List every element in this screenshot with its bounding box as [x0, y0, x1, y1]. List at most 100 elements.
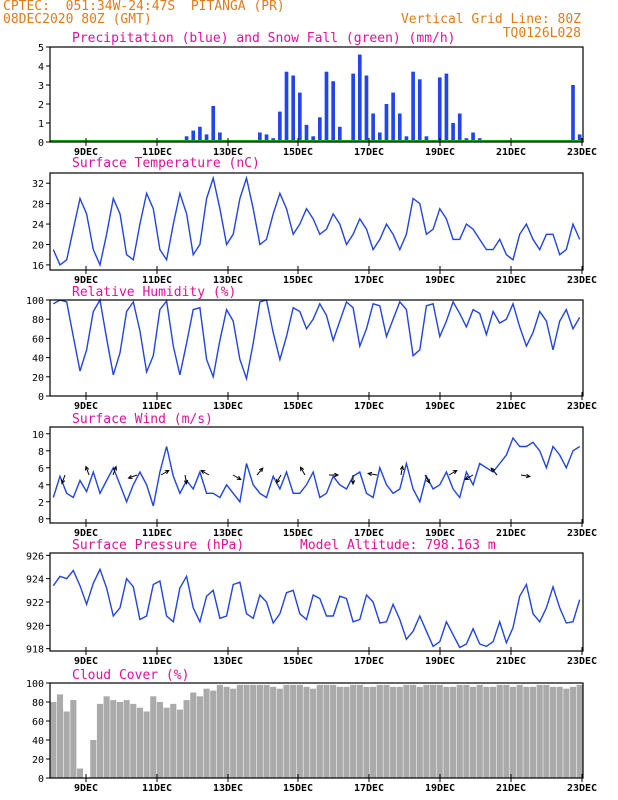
- wind-arrow-head: [127, 474, 133, 479]
- cloud-cover-bar: [556, 686, 563, 778]
- humidity-ytick-label: 80: [32, 315, 44, 326]
- cloud-cover-bar: [496, 684, 503, 778]
- precipitation-bar: [264, 134, 269, 142]
- cloud-cover-bar: [270, 686, 277, 778]
- precipitation-bar: [258, 132, 262, 142]
- cloud-cover-xtick-label: 17DEC: [354, 783, 384, 794]
- cloud-cover-bar: [463, 684, 470, 778]
- cloud-cover-xtick-label: 13DEC: [213, 783, 243, 794]
- cloud-cover-xtick-label: 9DEC: [74, 783, 98, 794]
- cloud-cover-bar: [523, 686, 530, 778]
- cloud-cover-bar: [483, 686, 490, 778]
- cloud-cover-bar: [90, 740, 97, 778]
- temperature-xtick-label: 15DEC: [283, 275, 313, 286]
- precipitation-ytick-label: 0: [38, 138, 44, 149]
- cloud-cover-bar: [236, 684, 243, 778]
- wind-xtick-label: 11DEC: [142, 528, 172, 539]
- panel-wind: Surface Wind (m/s) 0 2 4 6 8 10 9DEC 11DEC 13DEC 1…: [32, 412, 597, 539]
- precipitation-ytick-label: 3: [38, 81, 44, 92]
- humidity-xtick-label: 21DEC: [496, 401, 526, 412]
- cloud-cover-bar: [250, 684, 257, 778]
- pressure-xtick-label: 17DEC: [354, 656, 384, 667]
- wind-arrow: [160, 470, 170, 476]
- temperature-title: Surface Temperature (nC): [72, 156, 260, 171]
- humidity-ytick-label: 100: [26, 296, 44, 307]
- cloud-cover-bar: [163, 707, 170, 778]
- wind-arrow: [368, 472, 378, 476]
- wind-ytick-label: 10: [32, 430, 44, 441]
- precipitation-bar: [384, 104, 389, 142]
- wind-title: Surface Wind (m/s): [72, 412, 213, 427]
- precipitation-bar: [337, 126, 342, 142]
- precipitation-bar: [291, 75, 296, 142]
- wind-arrow-head: [525, 473, 531, 479]
- cloud-cover-bar: [376, 684, 383, 778]
- precipitation-bar: [417, 79, 422, 142]
- cloud-cover-bar: [70, 700, 77, 778]
- wind-arrow: [200, 470, 210, 476]
- cloud-cover-xtick-label: 19DEC: [425, 783, 455, 794]
- cloud-cover-bar: [470, 686, 477, 778]
- cloud-cover-bar: [110, 700, 117, 778]
- cloud-cover-bar: [303, 686, 310, 778]
- header-location: CPTEC: 051:34W-24:47S PITANGA (PR): [3, 0, 285, 14]
- humidity-xtick-label: 11DEC: [142, 401, 172, 412]
- wind-xtick-label: 15DEC: [283, 528, 313, 539]
- cloud-cover-bar: [383, 684, 390, 778]
- precipitation-bar: [571, 85, 575, 142]
- cloud-cover-bar: [283, 684, 290, 778]
- temperature-ytick-label: 32: [32, 179, 44, 190]
- wind-arrow-head: [112, 465, 117, 471]
- cloud-cover-ytick-label: 80: [32, 698, 44, 709]
- cloud-cover-bar: [103, 696, 110, 778]
- pressure-ytick-label: 918: [26, 645, 44, 656]
- cloud-cover-xtick-label: 21DEC: [496, 783, 526, 794]
- wind-arrow: [61, 474, 66, 484]
- wind-arrow-head: [61, 479, 66, 485]
- humidity-ytick-label: 40: [32, 354, 44, 365]
- wind-ytick-label: 0: [38, 515, 44, 526]
- precipitation-bar: [278, 111, 282, 142]
- wind-arrow: [128, 474, 138, 479]
- humidity-xtick-label: 9DEC: [74, 401, 98, 412]
- precipitation-bar: [397, 113, 402, 142]
- precipitation-bar: [411, 71, 415, 142]
- cloud-cover-bar: [156, 702, 163, 778]
- pressure-xtick-label: 15DEC: [283, 656, 313, 667]
- humidity-line: [52, 297, 581, 382]
- wind-ytick-label: 4: [38, 481, 44, 492]
- cloud-cover-bar: [196, 696, 203, 778]
- wind-arrow: [112, 466, 117, 476]
- wind-arrow-head: [350, 480, 356, 486]
- precipitation-bar: [304, 124, 309, 142]
- pressure-xtick-label: 11DEC: [142, 656, 172, 667]
- precipitation-bar: [191, 130, 196, 142]
- precipitation-xtick-label: 11DEC: [142, 147, 172, 158]
- cloud-cover-ytick-label: 40: [32, 736, 44, 747]
- wind-xtick-label: 21DEC: [496, 528, 526, 539]
- humidity-xtick-label: 19DEC: [425, 401, 455, 412]
- cloud-cover-xtick-label: 15DEC: [283, 783, 313, 794]
- temperature-frame: [49, 172, 584, 271]
- temperature-xtick-label: 23DEC: [567, 275, 597, 286]
- cloud-cover-bar: [76, 768, 84, 778]
- cloud-cover-bar: [143, 711, 150, 778]
- wind-xtick-label: 23DEC: [567, 528, 597, 539]
- cloud-cover-bar: [263, 684, 270, 778]
- temperature-line: [52, 175, 581, 268]
- cloud-cover-bar: [543, 684, 550, 778]
- wind-arrow-head: [452, 469, 458, 475]
- cloud-cover-bar: [216, 684, 223, 778]
- cloud-cover-bar: [456, 684, 463, 778]
- cloud-cover-bar: [203, 688, 210, 778]
- precipitation-ytick-label: 4: [38, 62, 44, 73]
- precipitation-bar: [371, 113, 375, 142]
- pressure-xtick-label: 21DEC: [496, 656, 526, 667]
- precipitation-bar: [444, 73, 449, 142]
- wind-arrow-head: [334, 472, 340, 478]
- temperature-xtick-label: 13DEC: [213, 275, 243, 286]
- precipitation-bar: [424, 136, 429, 142]
- cloud-cover-bar: [96, 703, 104, 778]
- wind-xtick-label: 13DEC: [213, 528, 243, 539]
- cloud-cover-bar: [509, 686, 517, 778]
